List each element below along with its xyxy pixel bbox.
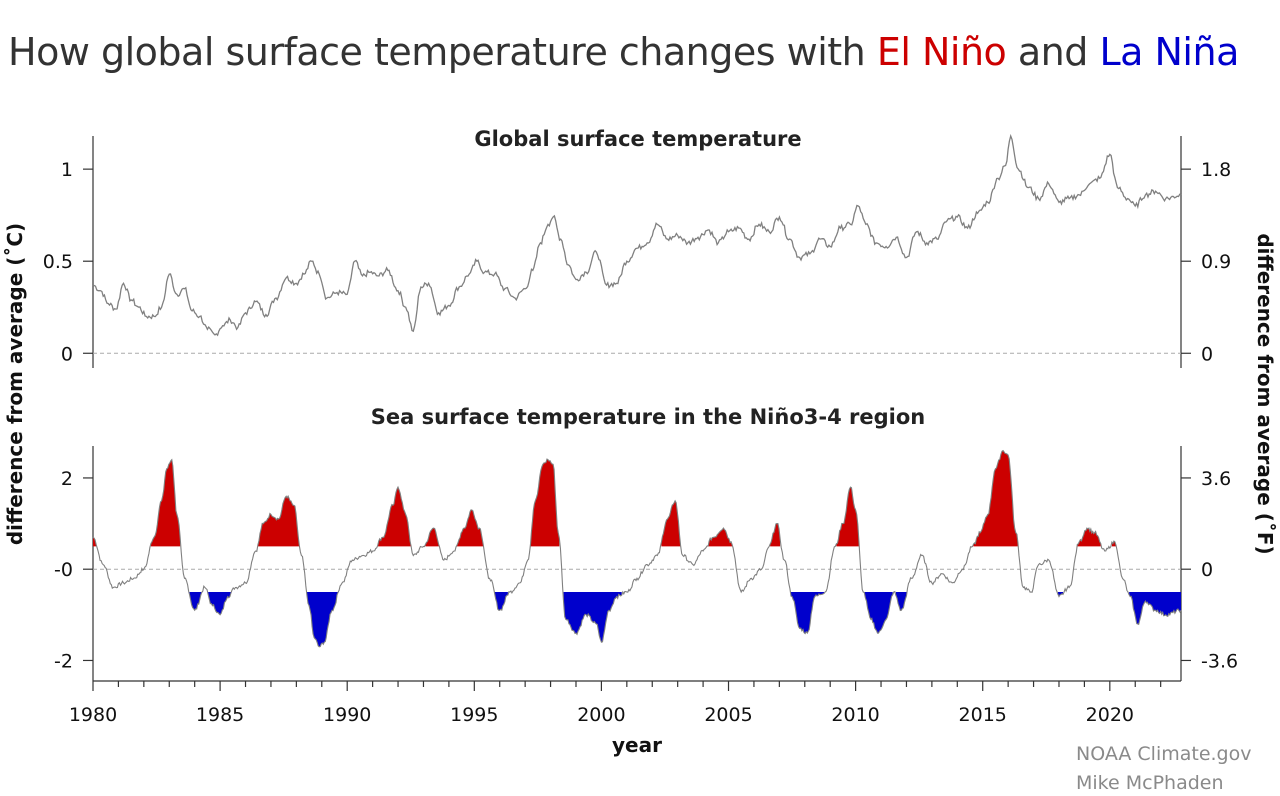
el-nino-fill [770, 523, 781, 547]
el-nino-fill [707, 528, 733, 547]
x-tick-label: 2005 [704, 704, 752, 726]
y-tick-label-right: 0 [1201, 343, 1213, 365]
credit-line-2: Mike McPhaden [1076, 772, 1224, 794]
y-tick-label-right: 1.8 [1201, 159, 1231, 181]
y-tick-label: 0.5 [43, 251, 73, 273]
el-nino-fill [457, 509, 484, 547]
la-nina-fill [208, 592, 231, 615]
x-ticks: 1980 1985 1990 1995 2000 2005 2010 2015 2020 [69, 681, 1162, 726]
x-tick-label: 1990 [323, 704, 371, 726]
enso-fills [93, 450, 1181, 647]
y-axis-title-left: difference from average (˚C) [3, 223, 27, 545]
x-tick-label: 2010 [831, 704, 879, 726]
la-nina-fill [563, 592, 622, 643]
la-nina-label: La Niña [1099, 30, 1239, 74]
el-nino-fill [93, 537, 97, 547]
x-tick-label: 1985 [196, 704, 244, 726]
bottom-left-ticks: 2 -0 -2 [54, 468, 93, 672]
x-tick-label: 1995 [450, 704, 498, 726]
chart-headline: How global surface temperature changes w… [8, 30, 1239, 74]
y-tick-label-right: 0 [1201, 559, 1213, 581]
y-tick-label: -2 [54, 650, 73, 672]
la-nina-fill [189, 592, 202, 611]
x-tick-label: 2000 [577, 704, 625, 726]
y-tick-label-right: 0.9 [1201, 251, 1231, 273]
y-axis-title-right: difference from average (˚F) [1253, 233, 1277, 554]
el-nino-fill [530, 459, 560, 547]
top-left-ticks: 10.50 [43, 159, 93, 365]
la-nina-fill [1129, 592, 1181, 625]
la-nina-fill [306, 592, 339, 647]
y-tick-label: -0 [54, 559, 73, 581]
bottom-panel-title: Sea surface temperature in the Niño3-4 r… [371, 405, 925, 429]
y-tick-label-right: 3.6 [1201, 468, 1231, 490]
el-nino-label: El Niño [876, 30, 1007, 74]
nino34-panel: Sea surface temperature in the Niño3-4 r… [54, 405, 1238, 726]
la-nina-fill [791, 592, 825, 634]
y-tick-label: 0 [61, 343, 73, 365]
top-panel-title: Global surface temperature [474, 127, 801, 151]
la-nina-fill [895, 592, 907, 611]
global-temperature-panel: Global surface temperature 10.50 1.80.90 [43, 127, 1231, 368]
y-tick-label-right: -3.6 [1201, 650, 1238, 672]
global-temperature-line [92, 133, 1182, 337]
x-tick-label: 1980 [69, 704, 117, 726]
el-nino-fill [151, 459, 181, 547]
el-nino-fill [1077, 528, 1101, 547]
la-nina-fill [864, 592, 893, 634]
x-axis-title: year [612, 733, 662, 757]
headline-middle: and [1006, 30, 1100, 74]
headline-prefix: How global surface temperature changes w… [8, 30, 877, 74]
la-nina-fill [494, 592, 508, 611]
x-tick-label: 2020 [1086, 704, 1134, 726]
y-tick-label: 2 [61, 468, 73, 490]
el-nino-fill [661, 500, 681, 547]
bottom-right-ticks: 3.6 0 -3.6 [1181, 468, 1238, 672]
y-tick-label: 1 [61, 159, 73, 181]
x-tick-label: 2015 [959, 704, 1007, 726]
top-right-ticks: 1.8 0.9 0 [1181, 159, 1231, 365]
credit-line-1: NOAA Climate.gov [1076, 743, 1251, 765]
nino34-sst-line [92, 449, 1182, 648]
el-nino-fill [257, 496, 300, 547]
